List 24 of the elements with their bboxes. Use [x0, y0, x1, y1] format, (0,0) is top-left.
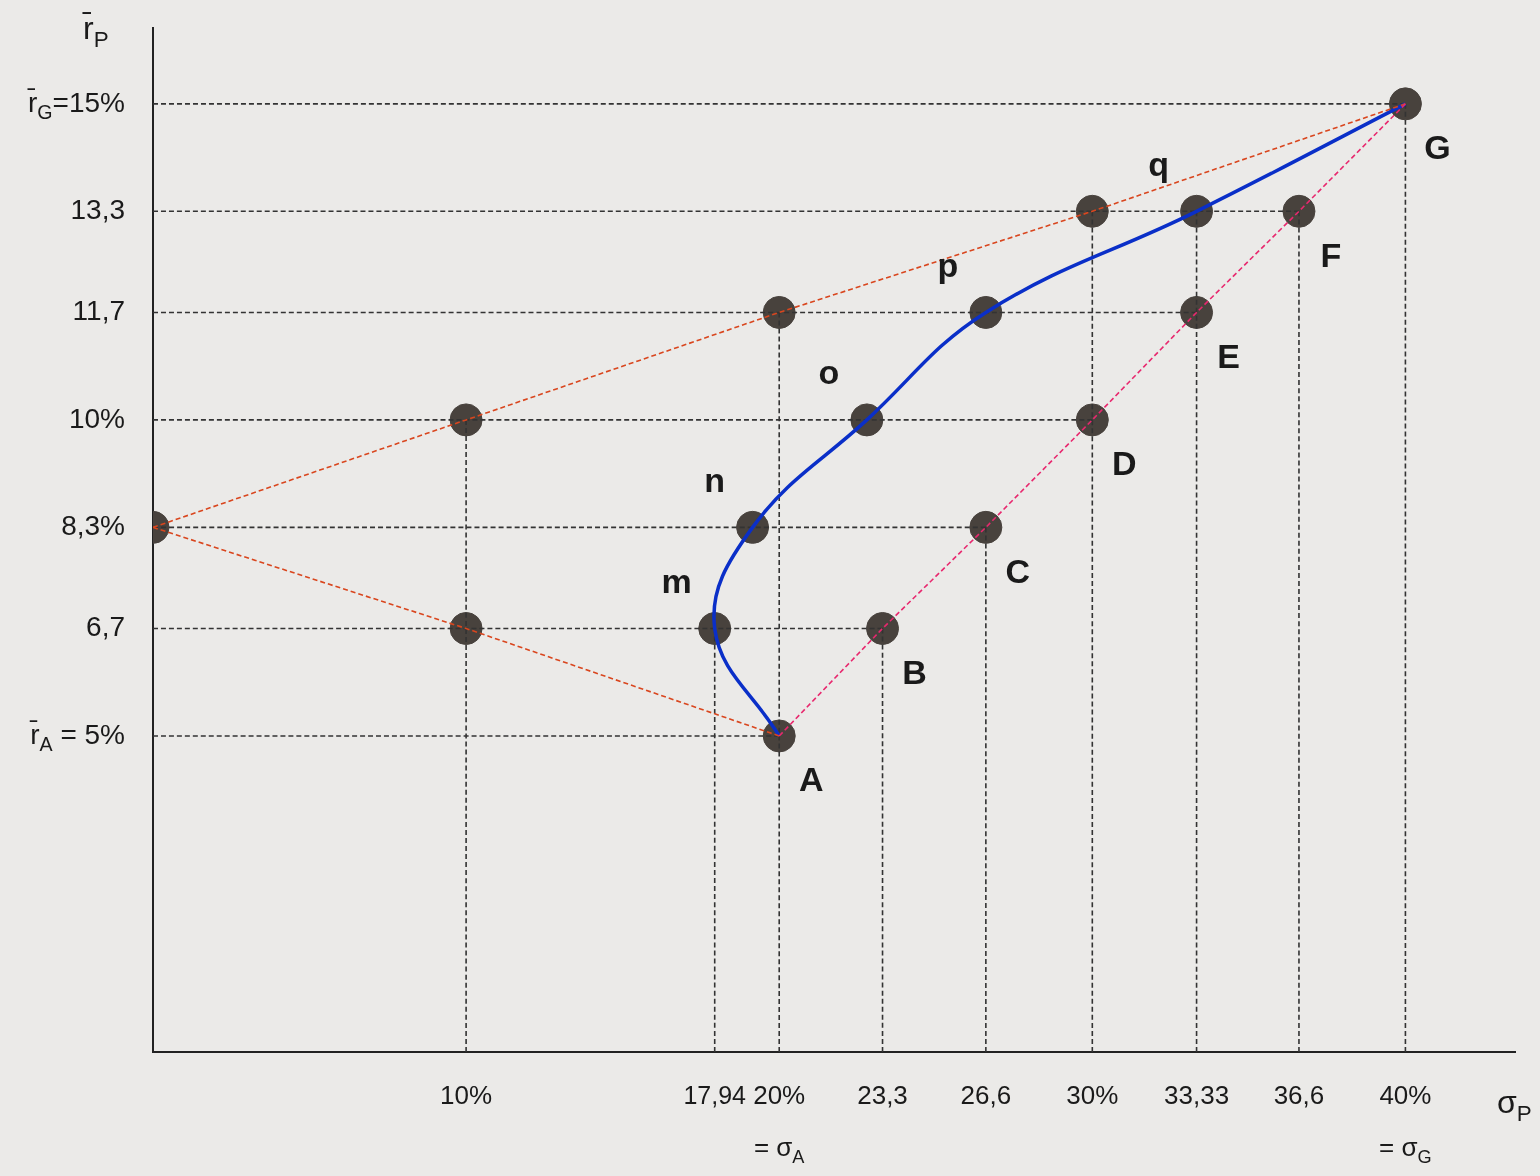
y-tick-label: 6,7: [86, 611, 126, 643]
annotation: E: [1217, 336, 1240, 375]
y-tick-label: 10%: [68, 402, 126, 434]
annotation: B: [902, 652, 927, 691]
annotation: m: [661, 561, 692, 600]
y-tick-label: 8,3%: [61, 510, 126, 542]
x-tick-label: 23,3: [857, 1080, 908, 1111]
y-tick-label: 11,7: [72, 295, 125, 327]
annotation: n: [704, 460, 725, 499]
x-tick-label: 26,6: [960, 1080, 1012, 1111]
annotation: C: [1005, 551, 1031, 590]
x-tick-label: 10%: [440, 1080, 493, 1111]
x-tick-label: 17,94: [683, 1080, 747, 1109]
x-tick-label: 33,33: [1164, 1080, 1230, 1111]
annotation: o: [818, 353, 840, 392]
x-tick-label: 30%: [1066, 1080, 1119, 1111]
y-tick-label: 13,3: [70, 194, 125, 226]
annotation: F: [1320, 235, 1342, 274]
x-tick-label: 36,6: [1273, 1080, 1325, 1111]
annotation: A: [798, 760, 824, 799]
annotation: G: [1424, 128, 1451, 167]
annotation: p: [937, 245, 959, 284]
annotation: q: [1148, 144, 1169, 183]
annotation: D: [1112, 444, 1137, 483]
